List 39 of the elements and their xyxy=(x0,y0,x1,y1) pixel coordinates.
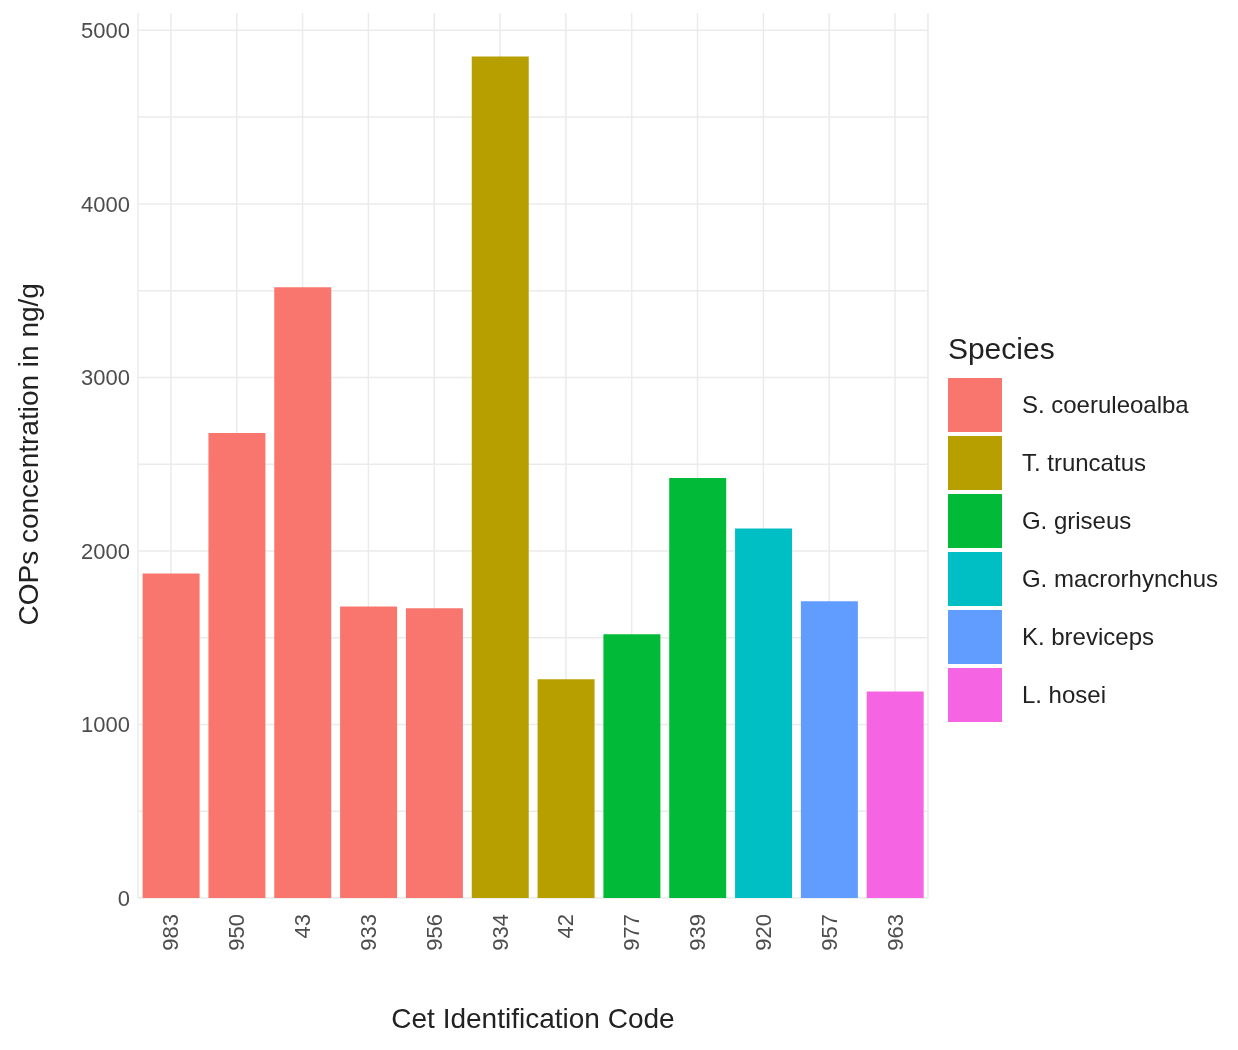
bar xyxy=(735,528,793,898)
legend-title: Species xyxy=(947,332,1056,366)
y-tick-label: 2000 xyxy=(81,538,130,564)
bar xyxy=(405,608,463,898)
legend-label: S. coeruleoalba xyxy=(1021,391,1189,419)
bar xyxy=(800,601,858,898)
x-tick-label: 963 xyxy=(882,914,908,951)
legend-label: G. macrorhynchus xyxy=(1021,565,1218,593)
y-tick-label: 0 xyxy=(117,885,130,911)
x-tick-label: 43 xyxy=(290,914,316,939)
bar xyxy=(142,573,200,898)
x-tick-label: 977 xyxy=(619,914,645,951)
x-tick-label: 933 xyxy=(355,914,381,951)
y-tick-label: 3000 xyxy=(81,365,130,391)
legend-label: G. griseus xyxy=(1021,507,1132,535)
bar xyxy=(603,634,661,898)
legend-label: L. hosei xyxy=(1021,681,1106,709)
x-tick-label: 934 xyxy=(487,914,513,951)
x-axis-title: Cet Identification Code xyxy=(391,1003,675,1034)
bar xyxy=(537,679,595,898)
bar xyxy=(274,287,332,898)
bar xyxy=(208,432,266,898)
y-axis-title: COPs concentration in ng/g xyxy=(12,283,44,626)
x-tick-label: 920 xyxy=(750,914,776,951)
y-tick-label: 5000 xyxy=(81,18,130,44)
bar xyxy=(340,606,398,898)
x-tick-label: 950 xyxy=(224,914,250,951)
y-tick-label: 1000 xyxy=(81,712,130,738)
x-tick-label: 42 xyxy=(553,914,579,939)
bar xyxy=(866,691,924,898)
legend-label: K. breviceps xyxy=(1021,623,1154,651)
x-tick-label: 957 xyxy=(816,914,842,951)
x-tick-label: 983 xyxy=(158,914,184,951)
x-tick-label: 939 xyxy=(685,914,711,951)
bar xyxy=(669,478,727,898)
x-tick-label: 956 xyxy=(421,914,447,951)
y-tick-label: 4000 xyxy=(81,191,130,217)
bar xyxy=(471,56,529,898)
legend-label: T. truncatus xyxy=(1021,449,1146,477)
